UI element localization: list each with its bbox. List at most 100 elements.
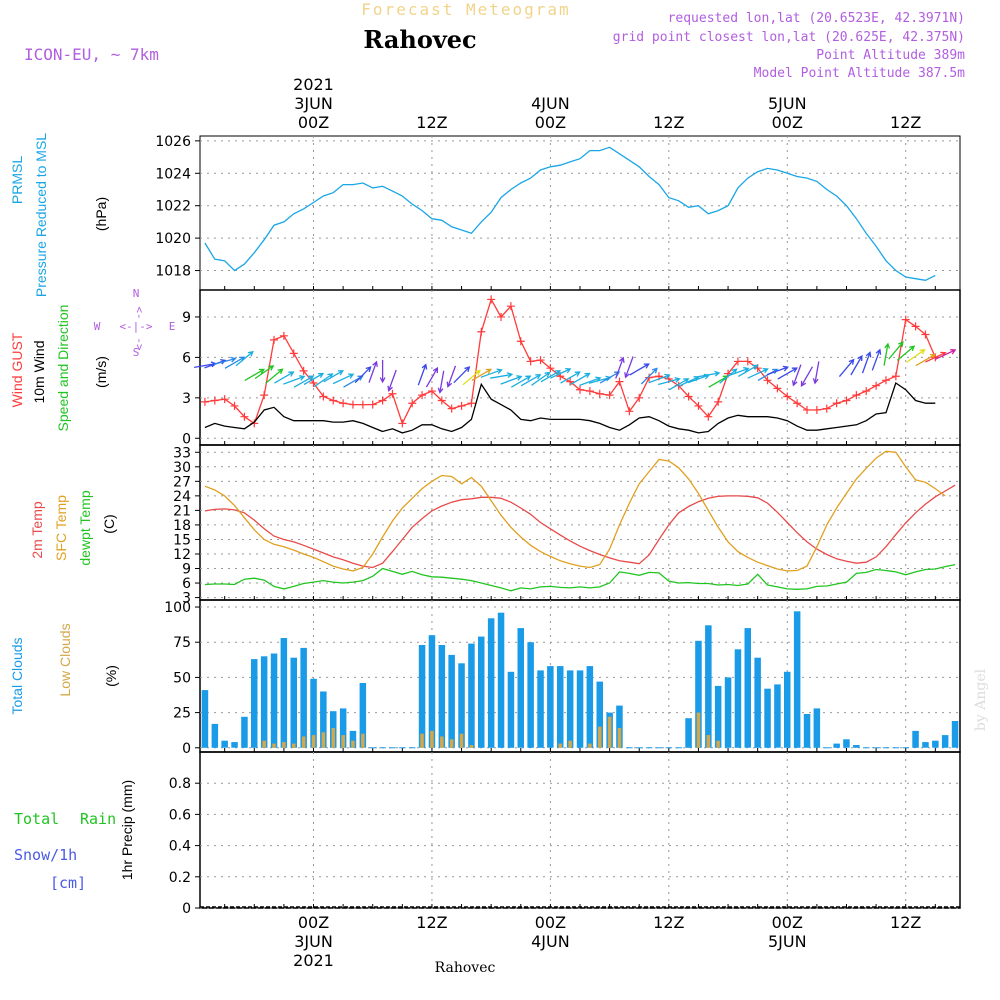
total-cloud-bar bbox=[270, 653, 278, 748]
time-label: 00Z bbox=[298, 913, 329, 932]
wind-arrow bbox=[500, 375, 523, 385]
wind-arrow bbox=[265, 368, 284, 384]
total-cloud-bar bbox=[922, 742, 929, 748]
y-tick-label: 15 bbox=[173, 532, 191, 548]
total-cloud-bar bbox=[566, 670, 574, 748]
total-cloud-bar bbox=[685, 718, 692, 748]
gust-point bbox=[230, 401, 239, 410]
gust-point bbox=[921, 330, 930, 339]
y-tick-label: 6 bbox=[182, 350, 191, 366]
temp-dewpt-label: dewpt Temp bbox=[77, 490, 93, 565]
precip-total-label: Total bbox=[14, 810, 59, 828]
temp-2m-line bbox=[204, 484, 956, 569]
gust-line bbox=[204, 297, 936, 426]
low-cloud-bar bbox=[272, 743, 276, 748]
gust-point bbox=[714, 397, 723, 406]
wind-arrow bbox=[425, 366, 439, 388]
gust-point bbox=[398, 419, 407, 428]
gust-point bbox=[645, 373, 654, 382]
wind-arrow bbox=[368, 360, 378, 383]
wind-arrow bbox=[254, 365, 275, 380]
total-cloud-bar bbox=[241, 716, 248, 748]
gust-point bbox=[773, 384, 782, 393]
y-tick-label: 3 bbox=[182, 591, 191, 607]
total-cloud-bar bbox=[428, 635, 436, 748]
low-cloud-bar bbox=[262, 740, 266, 748]
y-tick-label: 75 bbox=[173, 635, 191, 651]
y-tick-label: 6 bbox=[182, 576, 191, 592]
temp-dewpt-line bbox=[204, 563, 956, 592]
wind-arrow bbox=[379, 359, 386, 384]
meteogram-subtitle: Forecast Meteogram bbox=[361, 0, 570, 19]
compass-arrows: <-|-> bbox=[119, 320, 152, 333]
gust-point bbox=[901, 315, 910, 324]
gust-point bbox=[260, 391, 269, 400]
gust-point bbox=[329, 396, 338, 405]
low-cloud-bar bbox=[716, 740, 720, 748]
y-tick-label: 24 bbox=[173, 489, 191, 505]
wind-arrow bbox=[540, 370, 562, 383]
wind-arrow bbox=[570, 372, 591, 386]
time-label: 00Z bbox=[298, 113, 329, 132]
gust-point bbox=[862, 387, 871, 396]
total-cloud-bar bbox=[418, 645, 426, 748]
wind-arrow bbox=[888, 341, 904, 360]
gust-point bbox=[447, 404, 456, 413]
wind-arrow bbox=[838, 358, 855, 378]
y-tick-label: 0.4 bbox=[169, 839, 191, 855]
gust-point bbox=[566, 377, 575, 386]
wind-arrow bbox=[303, 372, 325, 386]
total-cloud-bar bbox=[448, 654, 455, 748]
wind-arrow bbox=[791, 364, 802, 387]
gust-point bbox=[891, 372, 900, 381]
total-cloud-bar bbox=[596, 681, 603, 748]
wind-arrow bbox=[777, 367, 798, 380]
gust-point bbox=[309, 379, 318, 387]
gust-point bbox=[319, 392, 328, 401]
gust-point bbox=[536, 356, 545, 365]
wind-arrow bbox=[417, 363, 428, 386]
total-cloud-bar bbox=[251, 659, 258, 748]
total-cloud-bar bbox=[843, 739, 850, 748]
gust-point bbox=[615, 377, 624, 386]
gust-point bbox=[388, 389, 397, 398]
gust-point bbox=[279, 331, 288, 340]
y-tick-label: 18 bbox=[173, 518, 191, 534]
precip-rain-label: Rain bbox=[80, 810, 116, 828]
total-cloud-bar bbox=[349, 730, 357, 748]
wind-arrow bbox=[387, 369, 397, 392]
requested-coords: requested lon,lat (20.6523E, 42.3971N) bbox=[668, 11, 965, 26]
y-tick-label: 9 bbox=[182, 310, 191, 326]
time-label: 00Z bbox=[772, 913, 803, 932]
gust-point bbox=[684, 392, 693, 401]
low-cloud-bar bbox=[292, 743, 296, 748]
y-tick-label: 0 bbox=[182, 431, 191, 447]
time-label: 5JUN bbox=[768, 94, 807, 113]
gust-point bbox=[812, 405, 821, 414]
time-label: 12Z bbox=[890, 113, 921, 132]
y-tick-label: 3 bbox=[182, 391, 191, 407]
total-cloud-bar bbox=[951, 721, 959, 748]
total-cloud-bar bbox=[705, 625, 712, 748]
total-cloud-bar bbox=[784, 671, 791, 748]
pressure-unit: (hPa) bbox=[93, 197, 109, 231]
total-cloud-bar bbox=[231, 742, 238, 748]
low-cloud-bar bbox=[706, 735, 711, 748]
wind-arrow bbox=[490, 372, 514, 379]
wind-arrow bbox=[453, 366, 471, 384]
wind-arrow bbox=[615, 356, 625, 379]
total-cloud-bar bbox=[813, 708, 821, 748]
y-tick-label: 1024 bbox=[155, 166, 191, 182]
gust-point bbox=[270, 335, 279, 344]
time-label: 12Z bbox=[890, 913, 921, 932]
low-cloud-bar bbox=[331, 728, 335, 748]
compass-rose: N S W E <-|-> <- -> bbox=[94, 287, 176, 359]
low-cloud-bar bbox=[321, 732, 326, 748]
total-cloud-bar bbox=[221, 740, 228, 748]
total-cloud-bar bbox=[478, 636, 485, 748]
wind-arrow bbox=[640, 367, 658, 385]
model-altitude: Model Point Altitude 387.5m bbox=[754, 66, 965, 81]
wind-arrow bbox=[235, 350, 254, 367]
